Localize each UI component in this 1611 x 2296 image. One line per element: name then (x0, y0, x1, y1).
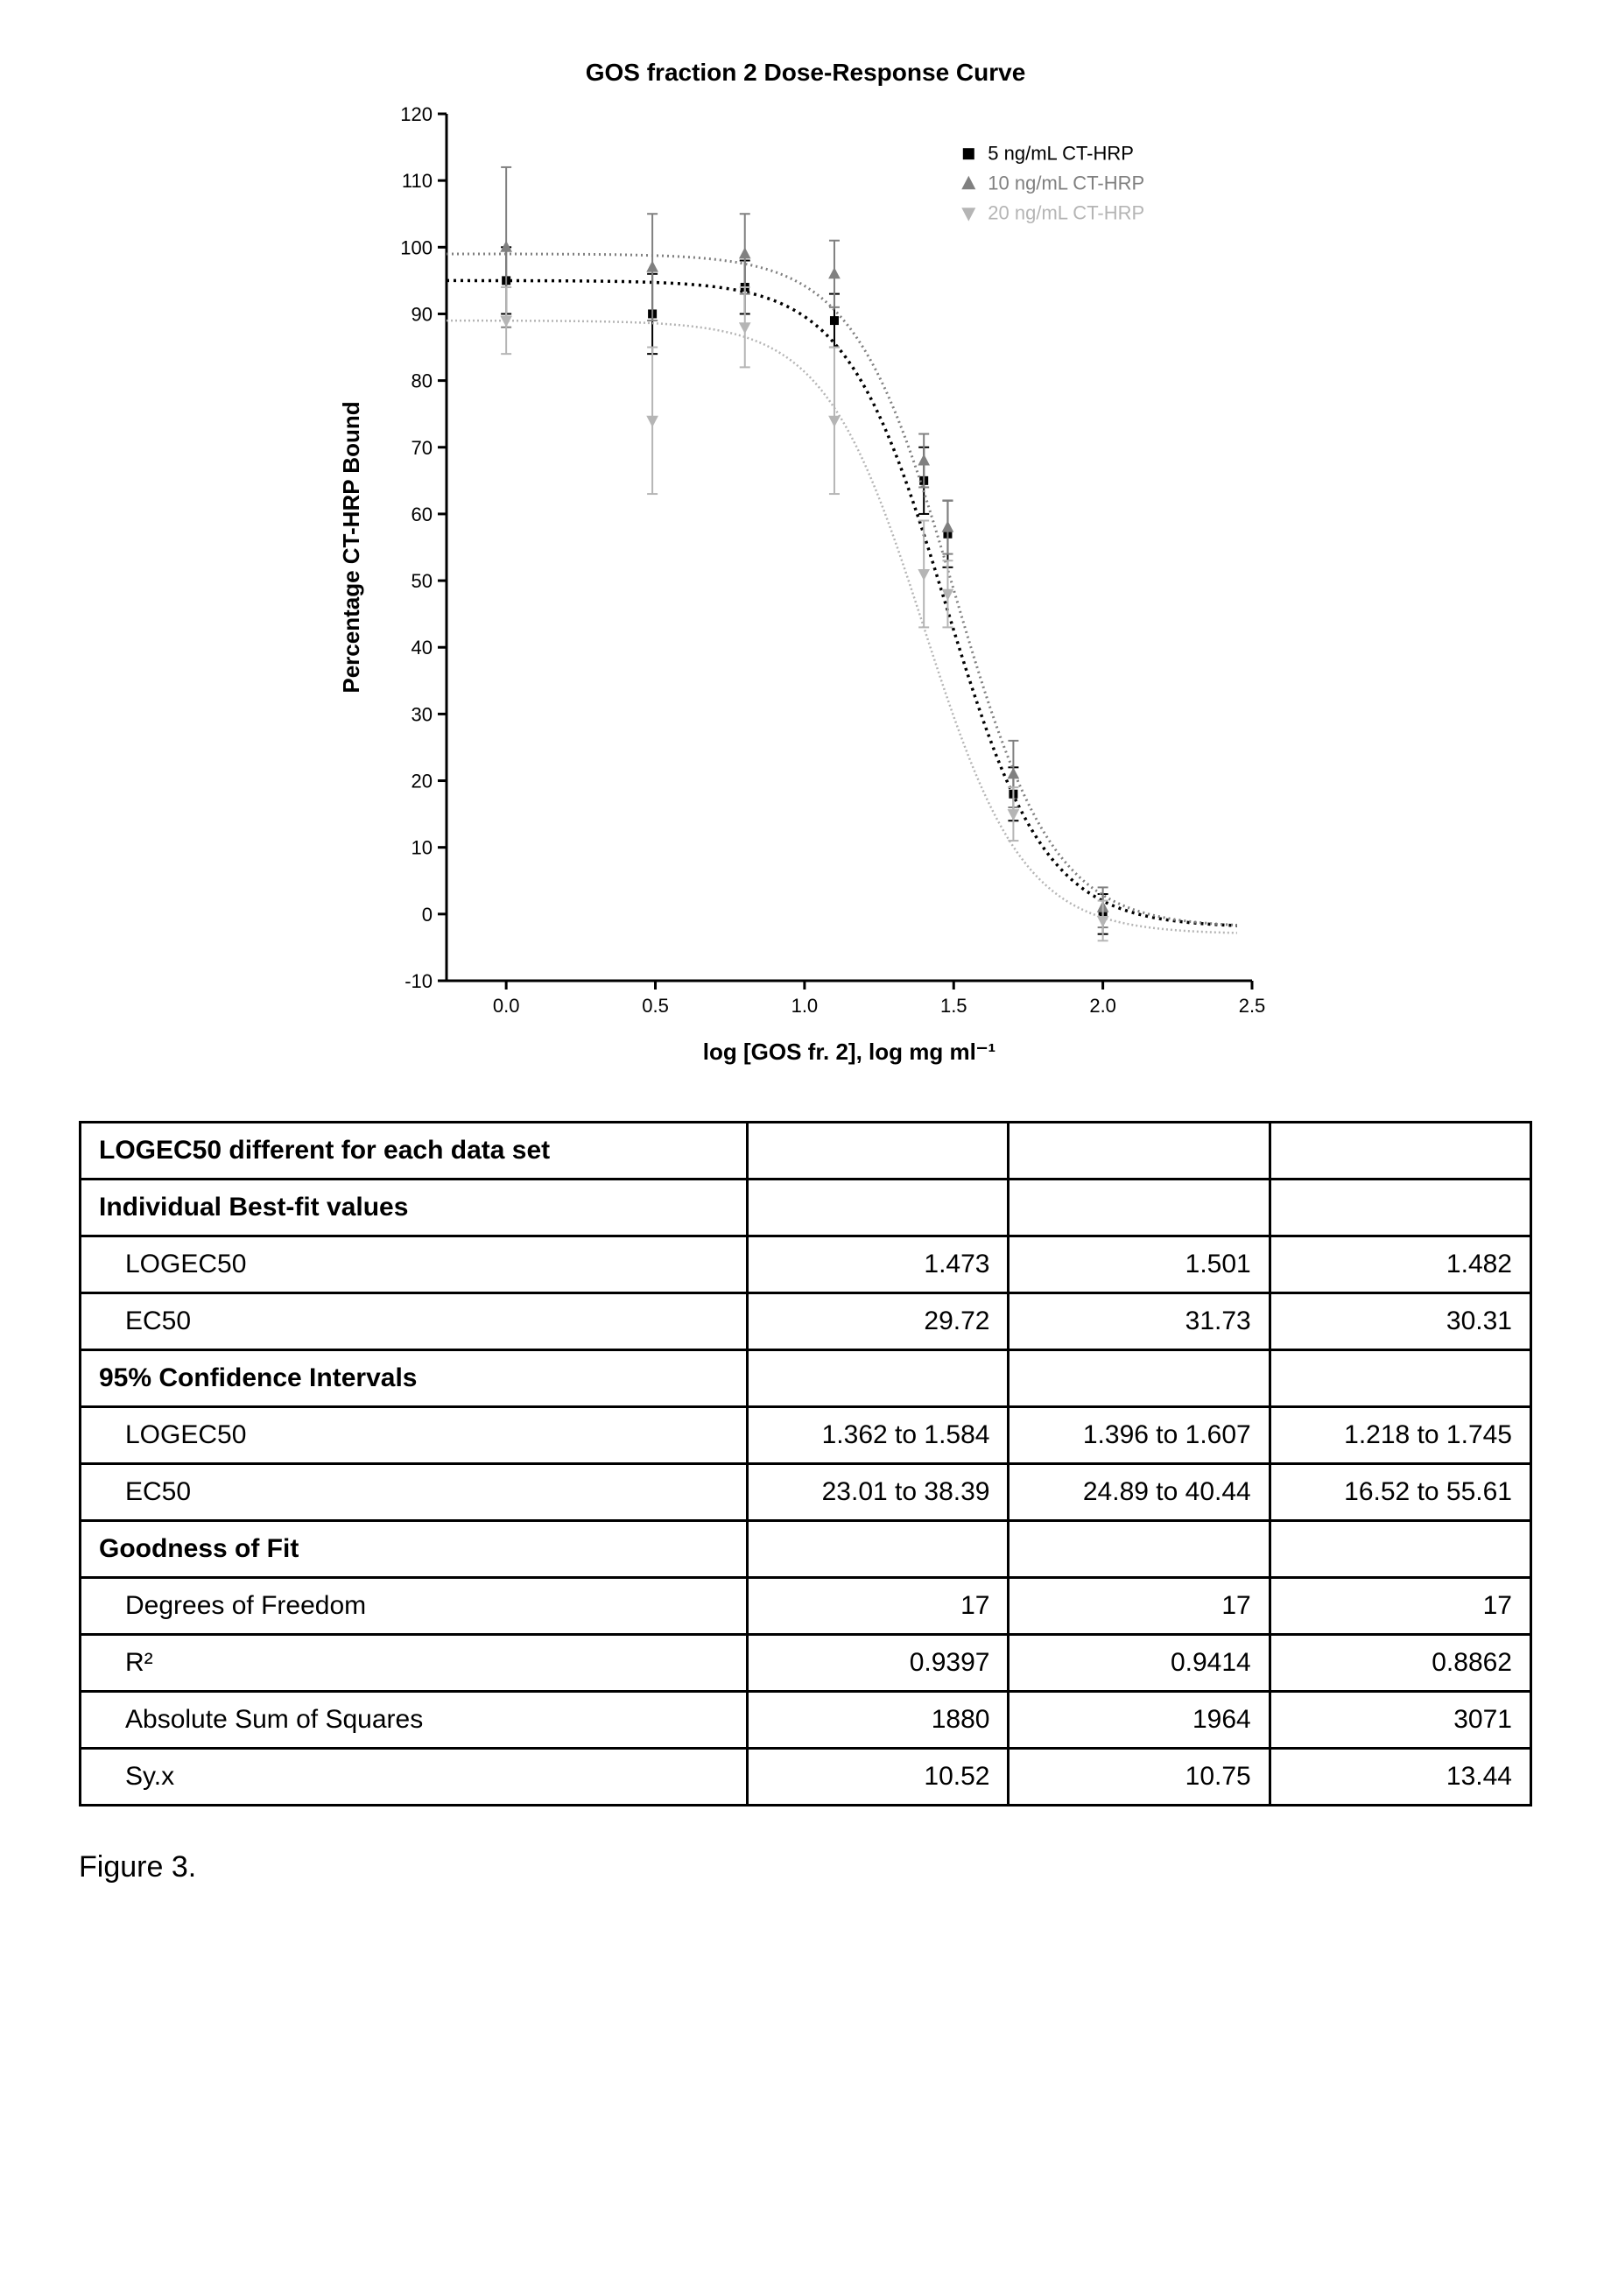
row-value: 13.44 (1270, 1749, 1530, 1806)
row-value: 24.89 to 40.44 (1009, 1464, 1270, 1521)
x-tick-label: 1.5 (940, 995, 967, 1017)
x-tick-label: 2.5 (1239, 995, 1266, 1017)
table-row: LOGEC50 different for each data set (81, 1123, 1531, 1180)
row-label: EC50 (81, 1464, 748, 1521)
stats-table: LOGEC50 different for each data setIndiv… (79, 1121, 1532, 1807)
row-value: 1.473 (748, 1236, 1009, 1293)
row-label: 95% Confidence Intervals (81, 1350, 748, 1407)
dose-response-chart: GOS fraction 2 Dose-Response Curve -10 0 10… (324, 53, 1287, 1086)
row-value: 10.52 (748, 1749, 1009, 1806)
row-value: 0.9414 (1009, 1635, 1270, 1692)
y-tick-label: -10 (405, 970, 433, 992)
series-curve (447, 254, 1237, 926)
row-value (1009, 1350, 1270, 1407)
x-tick-label: 2.0 (1089, 995, 1116, 1017)
table-row: EC5023.01 to 38.3924.89 to 40.4416.52 to… (81, 1464, 1531, 1521)
row-value: 0.9397 (748, 1635, 1009, 1692)
table-row: Absolute Sum of Squares188019643071 (81, 1692, 1531, 1749)
y-tick-label: 0 (422, 904, 433, 926)
row-value: 1.218 to 1.745 (1270, 1407, 1530, 1464)
row-value (1270, 1521, 1530, 1578)
row-value: 17 (748, 1578, 1009, 1635)
row-label: LOGEC50 (81, 1236, 748, 1293)
series-curve (447, 280, 1237, 926)
row-value: 31.73 (1009, 1293, 1270, 1350)
legend-label: 20 ng/mL CT-HRP (988, 202, 1144, 224)
y-tick-label: 50 (412, 570, 433, 592)
row-label: R² (81, 1635, 748, 1692)
x-tick-label: 0.5 (642, 995, 669, 1017)
row-value: 23.01 to 38.39 (748, 1464, 1009, 1521)
row-value (1009, 1123, 1270, 1180)
y-tick-label: 100 (400, 236, 433, 258)
y-axis-label: Percentage CT-HRP Bound (338, 401, 364, 693)
y-tick-label: 20 (412, 771, 433, 792)
row-value (748, 1180, 1009, 1236)
row-label: EC50 (81, 1293, 748, 1350)
table-row: Individual Best-fit values (81, 1180, 1531, 1236)
y-tick-label: 60 (412, 504, 433, 525)
row-value: 17 (1009, 1578, 1270, 1635)
figure-caption: Figure 3. (79, 1850, 1532, 1884)
row-value: 1.362 to 1.584 (748, 1407, 1009, 1464)
row-label: LOGEC50 (81, 1407, 748, 1464)
x-tick-label: 0.0 (493, 995, 520, 1017)
table-row: LOGEC501.4731.5011.482 (81, 1236, 1531, 1293)
row-value (1009, 1521, 1270, 1578)
row-label: Sy.x (81, 1749, 748, 1806)
row-label: Individual Best-fit values (81, 1180, 748, 1236)
y-tick-label: 10 (412, 837, 433, 859)
legend-label: 10 ng/mL CT-HRP (988, 173, 1144, 194)
y-tick-label: 90 (412, 303, 433, 325)
row-value (748, 1521, 1009, 1578)
row-value: 29.72 (748, 1293, 1009, 1350)
legend-label: 5 ng/mL CT-HRP (988, 143, 1134, 165)
x-axis-label: log [GOS fr. 2], log mg ml⁻¹ (703, 1039, 995, 1065)
row-label: Degrees of Freedom (81, 1578, 748, 1635)
y-tick-label: 30 (412, 703, 433, 725)
row-value: 1964 (1009, 1692, 1270, 1749)
row-value: 0.8862 (1270, 1635, 1530, 1692)
table-row: EC5029.7231.7330.31 (81, 1293, 1531, 1350)
table-row: Goodness of Fit (81, 1521, 1531, 1578)
row-value: 1880 (748, 1692, 1009, 1749)
row-value (1270, 1180, 1530, 1236)
row-value (748, 1123, 1009, 1180)
x-tick-label: 1.0 (791, 995, 819, 1017)
row-value: 1.482 (1270, 1236, 1530, 1293)
row-value: 10.75 (1009, 1749, 1270, 1806)
row-label: Absolute Sum of Squares (81, 1692, 748, 1749)
row-value (1009, 1180, 1270, 1236)
row-value: 1.501 (1009, 1236, 1270, 1293)
y-tick-label: 40 (412, 637, 433, 659)
y-tick-label: 80 (412, 370, 433, 392)
row-value: 17 (1270, 1578, 1530, 1635)
row-value: 3071 (1270, 1692, 1530, 1749)
table-row: Degrees of Freedom171717 (81, 1578, 1531, 1635)
row-value: 16.52 to 55.61 (1270, 1464, 1530, 1521)
row-value (1270, 1350, 1530, 1407)
row-label: LOGEC50 different for each data set (81, 1123, 748, 1180)
row-value (748, 1350, 1009, 1407)
row-value: 1.396 to 1.607 (1009, 1407, 1270, 1464)
row-label: Goodness of Fit (81, 1521, 748, 1578)
series-curve (447, 320, 1237, 933)
table-row: LOGEC501.362 to 1.5841.396 to 1.6071.218… (81, 1407, 1531, 1464)
chart-title: GOS fraction 2 Dose-Response Curve (586, 59, 1026, 86)
row-value: 30.31 (1270, 1293, 1530, 1350)
row-value (1270, 1123, 1530, 1180)
y-tick-label: 70 (412, 437, 433, 459)
table-row: 95% Confidence Intervals (81, 1350, 1531, 1407)
table-row: R²0.93970.94140.8862 (81, 1635, 1531, 1692)
y-tick-label: 110 (402, 170, 433, 192)
y-tick-label: 120 (400, 103, 433, 125)
table-row: Sy.x10.5210.7513.44 (81, 1749, 1531, 1806)
